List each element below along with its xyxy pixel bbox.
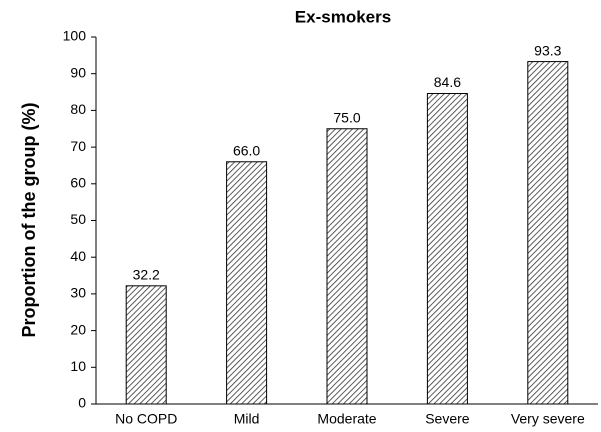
- y-tick-label: 20: [70, 321, 86, 337]
- value-label: 75.0: [333, 109, 360, 125]
- y-tick-label: 80: [70, 101, 86, 117]
- y-tick-label: 90: [70, 64, 86, 80]
- y-tick-label: 50: [70, 211, 86, 227]
- value-label: 93.3: [534, 42, 561, 58]
- x-tick-label: No COPD: [115, 411, 177, 427]
- y-axis-label: Proportion of the group (%): [19, 103, 39, 338]
- bar: [226, 161, 268, 405]
- x-tick-label: Very severe: [511, 411, 585, 427]
- bar: [527, 61, 569, 405]
- x-tick-label: Moderate: [317, 411, 376, 427]
- y-tick-label: 10: [70, 358, 86, 374]
- x-tick-label: Severe: [425, 411, 470, 427]
- bar: [125, 285, 167, 405]
- x-tick-label: Mild: [234, 411, 260, 427]
- y-tick-label: 0: [78, 395, 86, 411]
- chart-title: Ex-smokers: [295, 7, 391, 26]
- y-tick-label: 40: [70, 248, 86, 264]
- bar: [426, 93, 468, 405]
- bar: [326, 128, 368, 405]
- y-tick-label: 60: [70, 175, 86, 191]
- value-label: 66.0: [233, 142, 260, 158]
- y-tick-label: 100: [63, 28, 87, 44]
- value-label: 32.2: [133, 267, 160, 283]
- value-label: 84.6: [434, 74, 461, 90]
- y-tick-label: 30: [70, 285, 86, 301]
- y-tick-label: 70: [70, 138, 86, 154]
